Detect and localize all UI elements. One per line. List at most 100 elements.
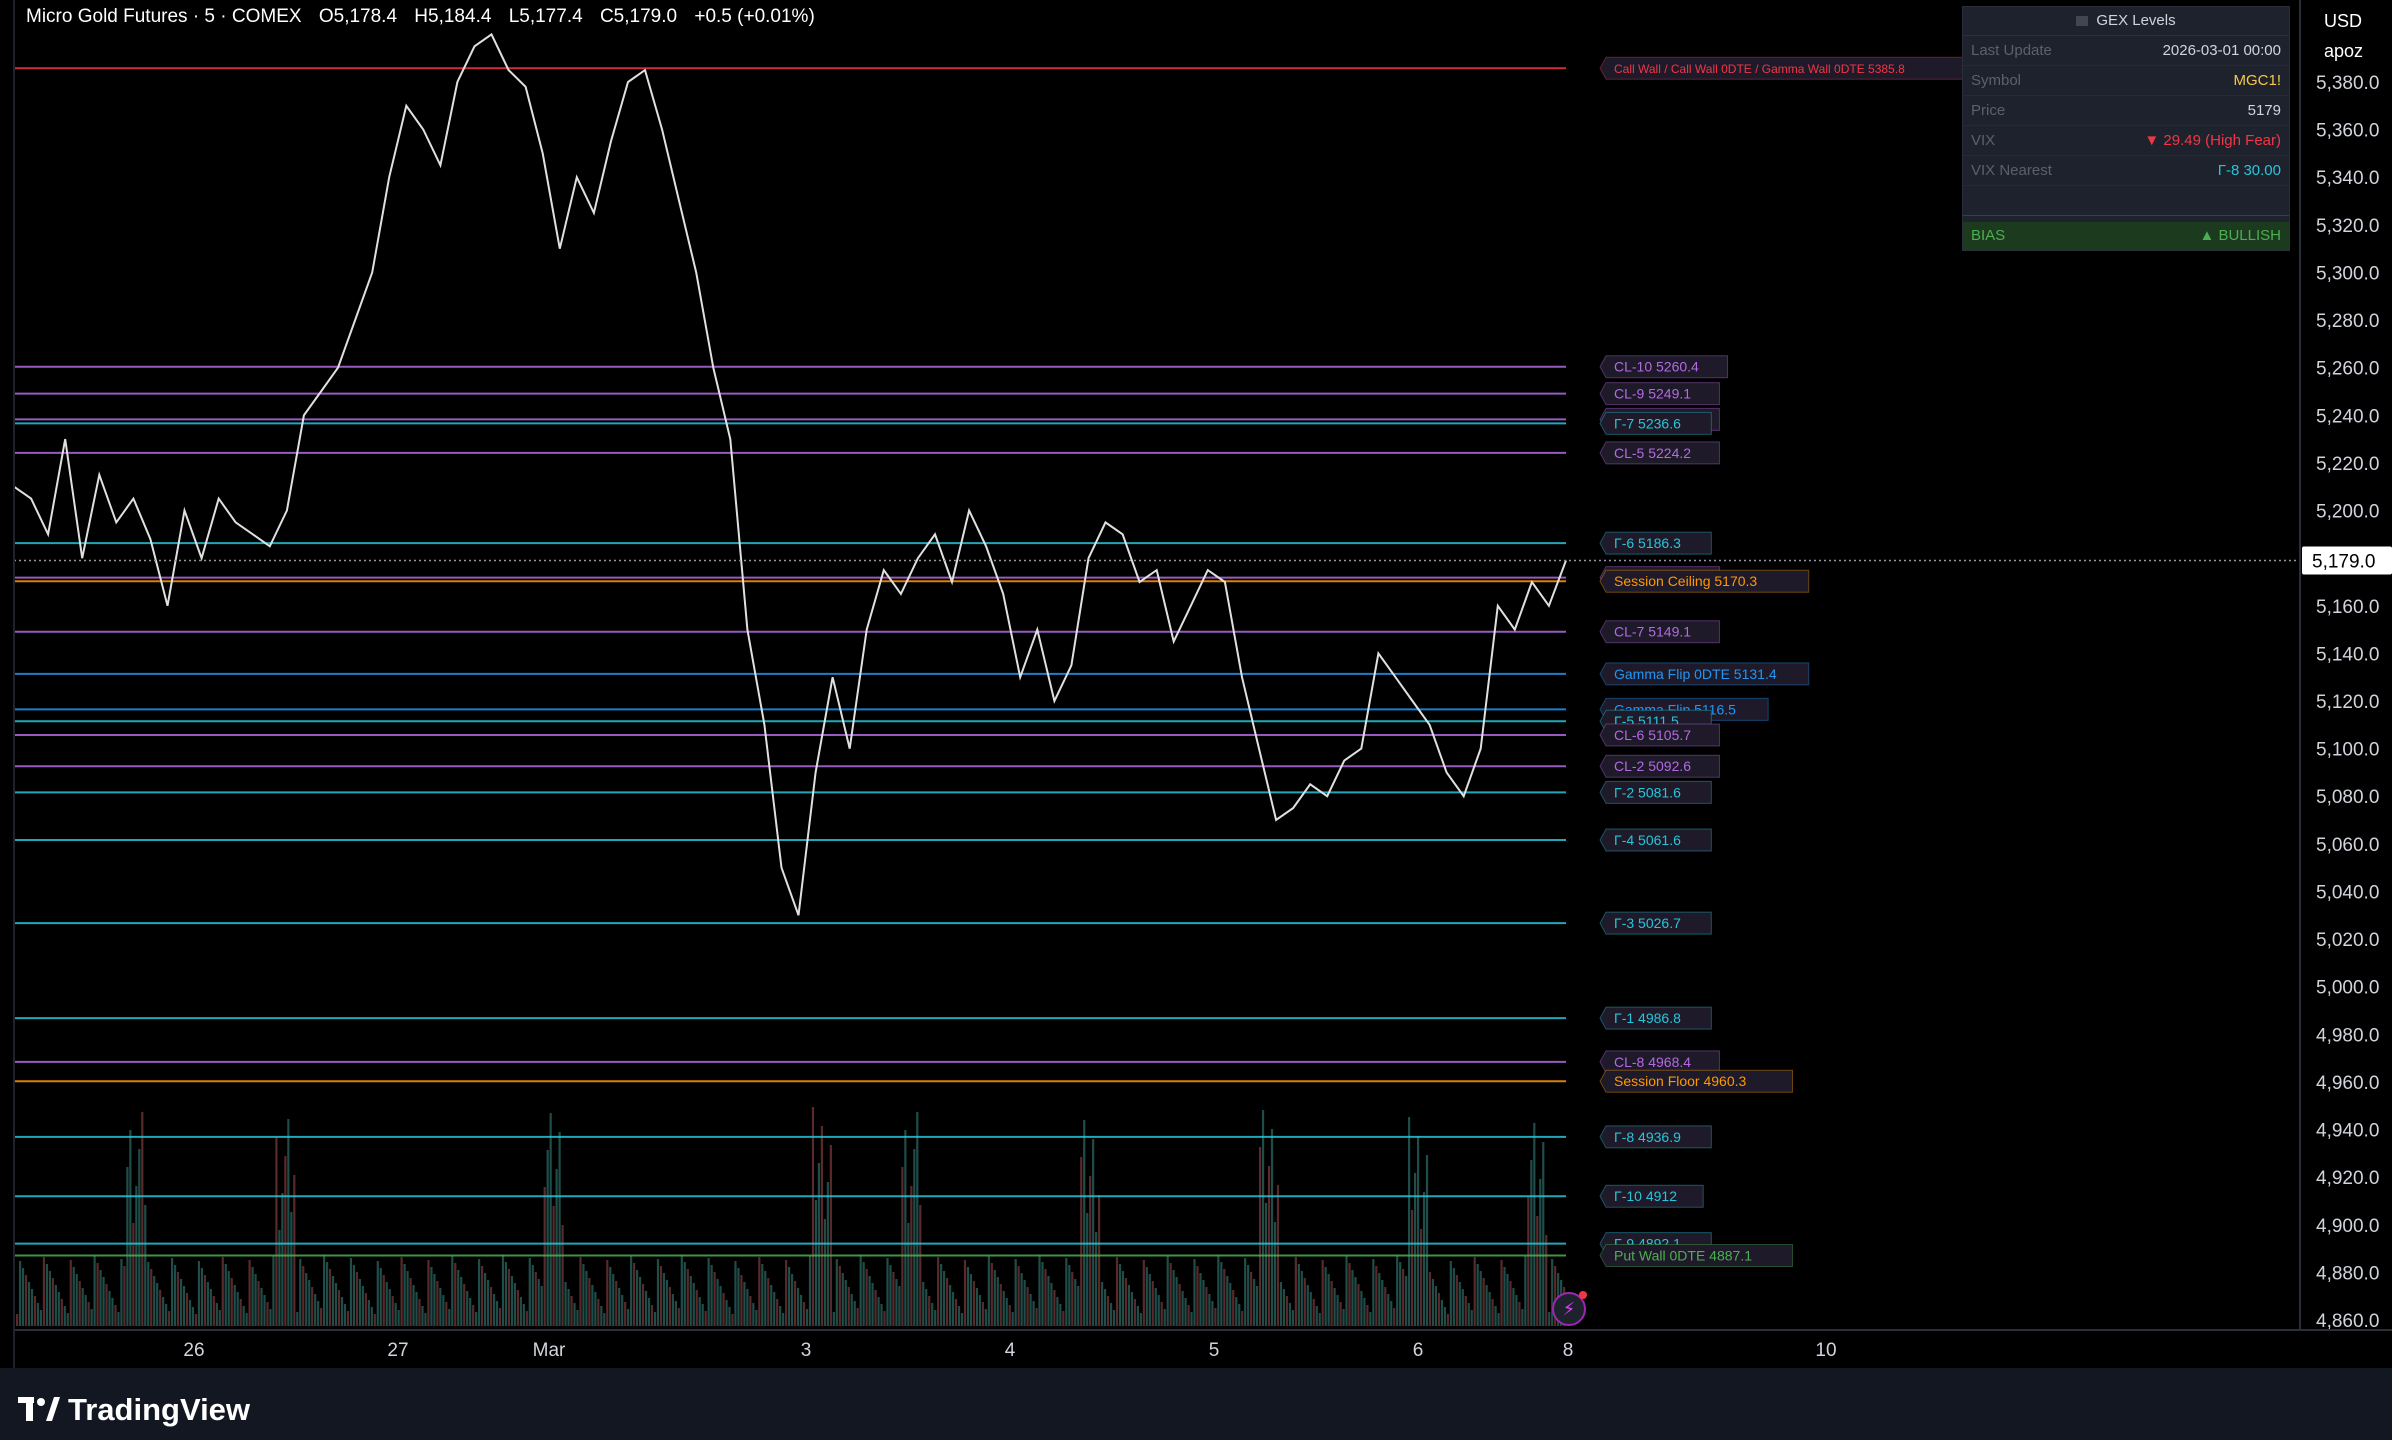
volume-bar — [674, 1301, 677, 1326]
gex-row: Last Update 2026-03-01 00:00 — [1963, 36, 2289, 66]
volume-bar — [1551, 1259, 1554, 1326]
volume-bar — [1488, 1292, 1491, 1326]
volume-bar — [1521, 1309, 1524, 1326]
volume-bar — [290, 1212, 293, 1326]
gex-label-box — [1599, 1050, 1720, 1074]
volume-bar — [937, 1257, 940, 1326]
volume-bar — [138, 1149, 141, 1326]
volume-bar — [171, 1258, 174, 1326]
volume-bar — [615, 1281, 618, 1326]
volume-bar — [1139, 1313, 1142, 1326]
volume-bar — [1041, 1262, 1044, 1326]
gex-level-label: Session Ceiling 5170.3 — [1599, 569, 1810, 593]
volume-bar — [960, 1313, 964, 1326]
volume-bar — [1220, 1262, 1223, 1326]
volume-bar — [1273, 1222, 1277, 1326]
volume-bar — [1524, 1256, 1527, 1326]
volume-bar — [1190, 1312, 1193, 1326]
gex-panel-title: GEX Levels — [1963, 7, 2289, 36]
volume-bar — [1458, 1282, 1461, 1326]
time-tick-label: 8 — [1563, 1340, 1574, 1361]
volume-bar — [1217, 1255, 1220, 1326]
volume-bar — [552, 1206, 555, 1326]
volume-bar — [1199, 1273, 1202, 1326]
volume-bar — [1396, 1255, 1399, 1326]
volume-bar — [904, 1130, 907, 1326]
price-tick-label: 5,380.0 — [2316, 73, 2379, 94]
gex-level-label: Γ-10 4912 — [1599, 1184, 1704, 1208]
volume-bar — [871, 1283, 874, 1326]
volume-bar — [1467, 1303, 1470, 1326]
gex-label-box — [1599, 531, 1712, 555]
volume-bar — [1011, 1312, 1014, 1326]
volume-bar — [597, 1299, 600, 1326]
volume-bar — [373, 1314, 376, 1326]
volume-bar — [84, 1295, 87, 1326]
lightning-icon[interactable]: ⚡ — [1552, 1291, 1587, 1326]
symbol-title[interactable]: Micro Gold Futures · 5 · COMEX — [26, 6, 302, 27]
volume-bar — [999, 1284, 1002, 1326]
user-label[interactable]: apoz — [2324, 41, 2364, 61]
volume-bar — [1494, 1306, 1497, 1326]
volume-bar — [880, 1304, 883, 1326]
volume-bar — [314, 1294, 317, 1326]
gex-row-value: 2026-03-01 00:00 — [2162, 42, 2281, 59]
volume-bar — [1148, 1274, 1151, 1326]
volume-bar — [400, 1257, 403, 1326]
volume-bar — [707, 1258, 710, 1326]
volume-bar — [1315, 1306, 1318, 1326]
volume-bar — [996, 1277, 999, 1326]
tradingview-logo[interactable]: TradingView — [18, 1392, 250, 1428]
volume-bar — [1112, 1310, 1116, 1326]
volume-bar — [1330, 1281, 1333, 1326]
volume-bar — [722, 1293, 725, 1326]
volume-bar — [93, 1256, 96, 1326]
volume-bar — [1059, 1304, 1062, 1326]
gex-label-text: Γ-2 5081.6 — [1614, 784, 1681, 800]
volume-bar — [1405, 1276, 1408, 1326]
time-scale[interactable]: 26 27 Mar 3 4 5 6 8 10 — [183, 1340, 1836, 1361]
gex-label-box — [1599, 411, 1712, 435]
volume-bar — [1428, 1272, 1432, 1326]
price-scale[interactable]: 5,380.0 5,360.0 5,340.0 5,320.0 5,300.0 5,280… — [2302, 73, 2392, 1332]
volume-bar — [579, 1257, 582, 1326]
gex-level-label: Γ-8 4936.9 — [1599, 1125, 1712, 1149]
volume-bar — [865, 1269, 868, 1326]
price-tick-label: 5,220.0 — [2316, 454, 2379, 475]
volume-bar — [99, 1270, 102, 1326]
volume-bar — [1279, 1282, 1283, 1326]
gex-label-box — [1599, 569, 1810, 593]
volume-bar — [418, 1299, 421, 1326]
volume-bar — [1023, 1280, 1026, 1326]
volume-bar — [680, 1255, 683, 1326]
scale-currency-box[interactable]: USD apoz — [2322, 6, 2380, 66]
volume-bar — [81, 1288, 84, 1326]
gex-bias-row: BIAS ▲ BULLISH — [1963, 222, 2289, 250]
volume-bar — [1074, 1279, 1077, 1326]
volume-bar — [1479, 1271, 1482, 1326]
volume-bar — [1369, 1312, 1372, 1326]
volume-bar — [543, 1187, 546, 1326]
low-value: L5,177.4 — [508, 6, 583, 27]
price-tick-label: 5,320.0 — [2316, 216, 2379, 237]
gex-row: Price 5179 — [1963, 96, 2289, 126]
volume-bar — [1241, 1311, 1244, 1326]
volume-bar — [1151, 1281, 1154, 1326]
volume-bar — [892, 1272, 895, 1326]
volume-bar — [644, 1291, 648, 1326]
volume-bar — [33, 1296, 37, 1326]
volume-bar — [1071, 1272, 1074, 1326]
currency-label[interactable]: USD — [2324, 11, 2363, 31]
volume-bar — [466, 1291, 469, 1326]
volume-bar — [1357, 1284, 1360, 1326]
volume-bar — [802, 1302, 806, 1326]
footer-bar — [0, 1368, 2392, 1440]
volume-bar — [197, 1261, 201, 1326]
volume-bar — [1476, 1264, 1479, 1326]
volume-bar — [758, 1257, 761, 1326]
volume-bar — [1065, 1258, 1068, 1326]
volume-bar — [1253, 1279, 1256, 1326]
volume-bar — [1157, 1295, 1160, 1326]
volume-bar — [1303, 1278, 1306, 1326]
